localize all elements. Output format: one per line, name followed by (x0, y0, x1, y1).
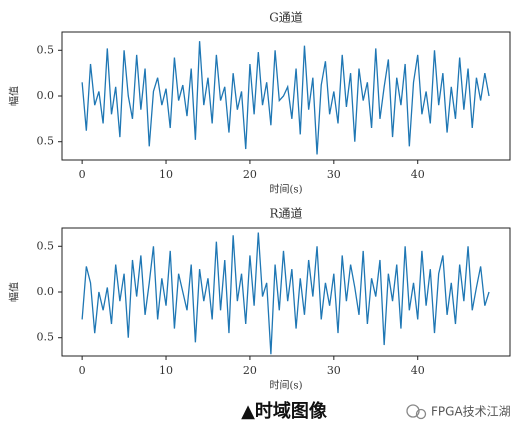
y-tick-label: 0.5 (37, 331, 55, 344)
y-tick-label: 0.0 (37, 89, 55, 102)
x-tick-label: 20 (243, 364, 257, 377)
y-axis-label: 幅值 (8, 86, 21, 106)
x-tick-label: 0 (79, 364, 86, 377)
y-axis-label: 幅值 (8, 282, 21, 302)
y-tick-label: 0.5 (37, 239, 55, 252)
subplot-title: G通道 (269, 11, 303, 25)
x-tick-label: 30 (327, 168, 341, 181)
x-tick-label: 40 (411, 168, 425, 181)
y-tick-label: 0.5 (37, 43, 55, 56)
x-axis-label: 时间(s) (270, 183, 303, 196)
x-axis-label: 时间(s) (270, 379, 303, 392)
data-line (81, 232, 490, 355)
axes-frame (61, 227, 511, 357)
data-line (81, 41, 490, 155)
x-tick-label: 0 (79, 168, 86, 181)
y-tick-label: 0.0 (37, 285, 55, 298)
subplot-title: R通道 (269, 207, 302, 221)
watermark: FPGA技术江湖 (431, 404, 511, 419)
watermark-icon (406, 404, 427, 420)
x-tick-label: 10 (159, 364, 173, 377)
x-tick-label: 30 (327, 364, 341, 377)
axes-frame (61, 31, 511, 161)
x-tick-label: 20 (243, 168, 257, 181)
x-tick-label: 10 (159, 168, 173, 181)
x-tick-label: 40 (411, 364, 425, 377)
y-tick-label: 0.5 (37, 135, 55, 148)
caption: ▲时域图像 (241, 400, 328, 422)
